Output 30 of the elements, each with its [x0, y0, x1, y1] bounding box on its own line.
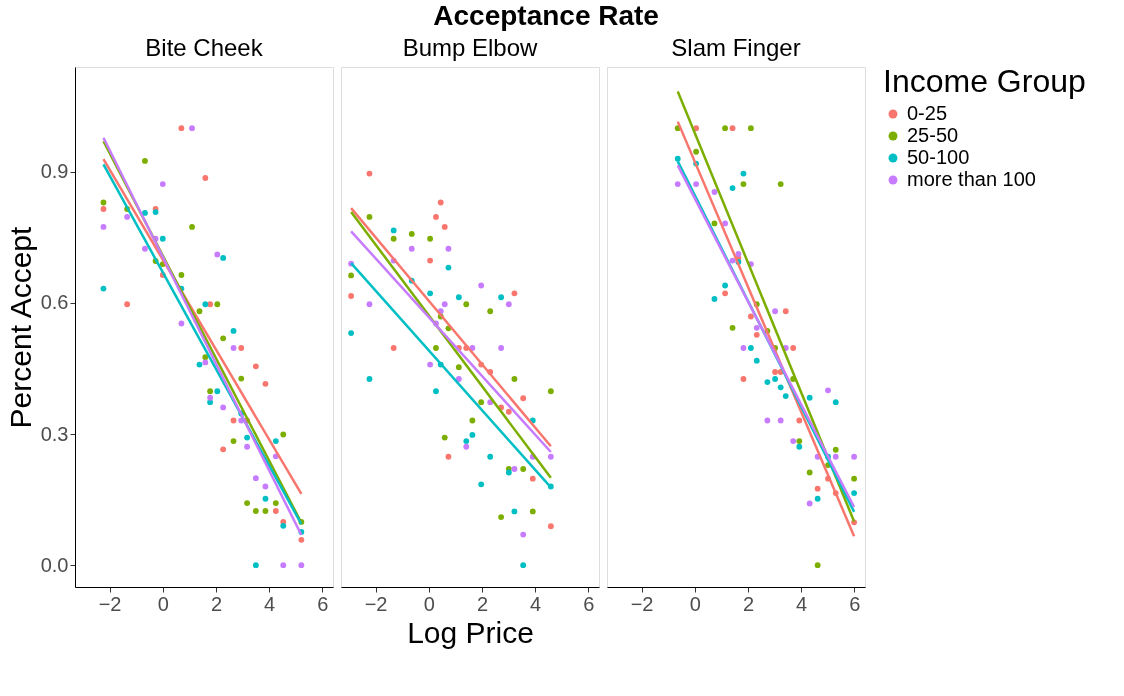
x-tick-label: −2	[98, 592, 122, 615]
x-tick-label: −2	[364, 592, 388, 615]
legend-label: 25-50	[907, 124, 959, 146]
legend-label: 0-25	[907, 102, 948, 124]
y-tick-label: 0.6	[40, 291, 69, 314]
chart-title: Bite Cheek	[145, 34, 264, 61]
x-tick-label: 0	[689, 592, 701, 615]
x-tick-label: 4	[530, 592, 542, 615]
x-tick-label: 6	[317, 592, 329, 615]
text: Acceptance Rate	[433, 0, 659, 31]
y-axis-title: Percent Accept	[3, 225, 37, 429]
chart-title: Bump Elbow	[402, 34, 539, 61]
legend-label: 50-100	[907, 146, 970, 168]
x-axis-title: Log Price	[407, 615, 534, 649]
x-tick-label: 6	[583, 592, 595, 615]
x-tick-label: 2	[476, 592, 489, 615]
y-tick-label: 0.0	[40, 553, 69, 576]
chart-title: Slam Finger	[671, 34, 801, 61]
y-tick-label: 0.9	[40, 160, 69, 183]
x-tick-label: 2	[742, 592, 755, 615]
x-tick-label: 2	[210, 592, 223, 615]
x-tick-label: −2	[630, 592, 654, 615]
x-tick-label: 4	[796, 592, 808, 615]
legend-title: Income Group	[883, 63, 1086, 99]
x-tick-label: 0	[423, 592, 435, 615]
x-tick-label: 0	[157, 592, 169, 615]
x-tick-label: 6	[849, 592, 861, 615]
legend-label: more than 100	[907, 168, 1036, 190]
y-tick-label: 0.3	[40, 422, 69, 445]
x-tick-label: 4	[264, 592, 276, 615]
